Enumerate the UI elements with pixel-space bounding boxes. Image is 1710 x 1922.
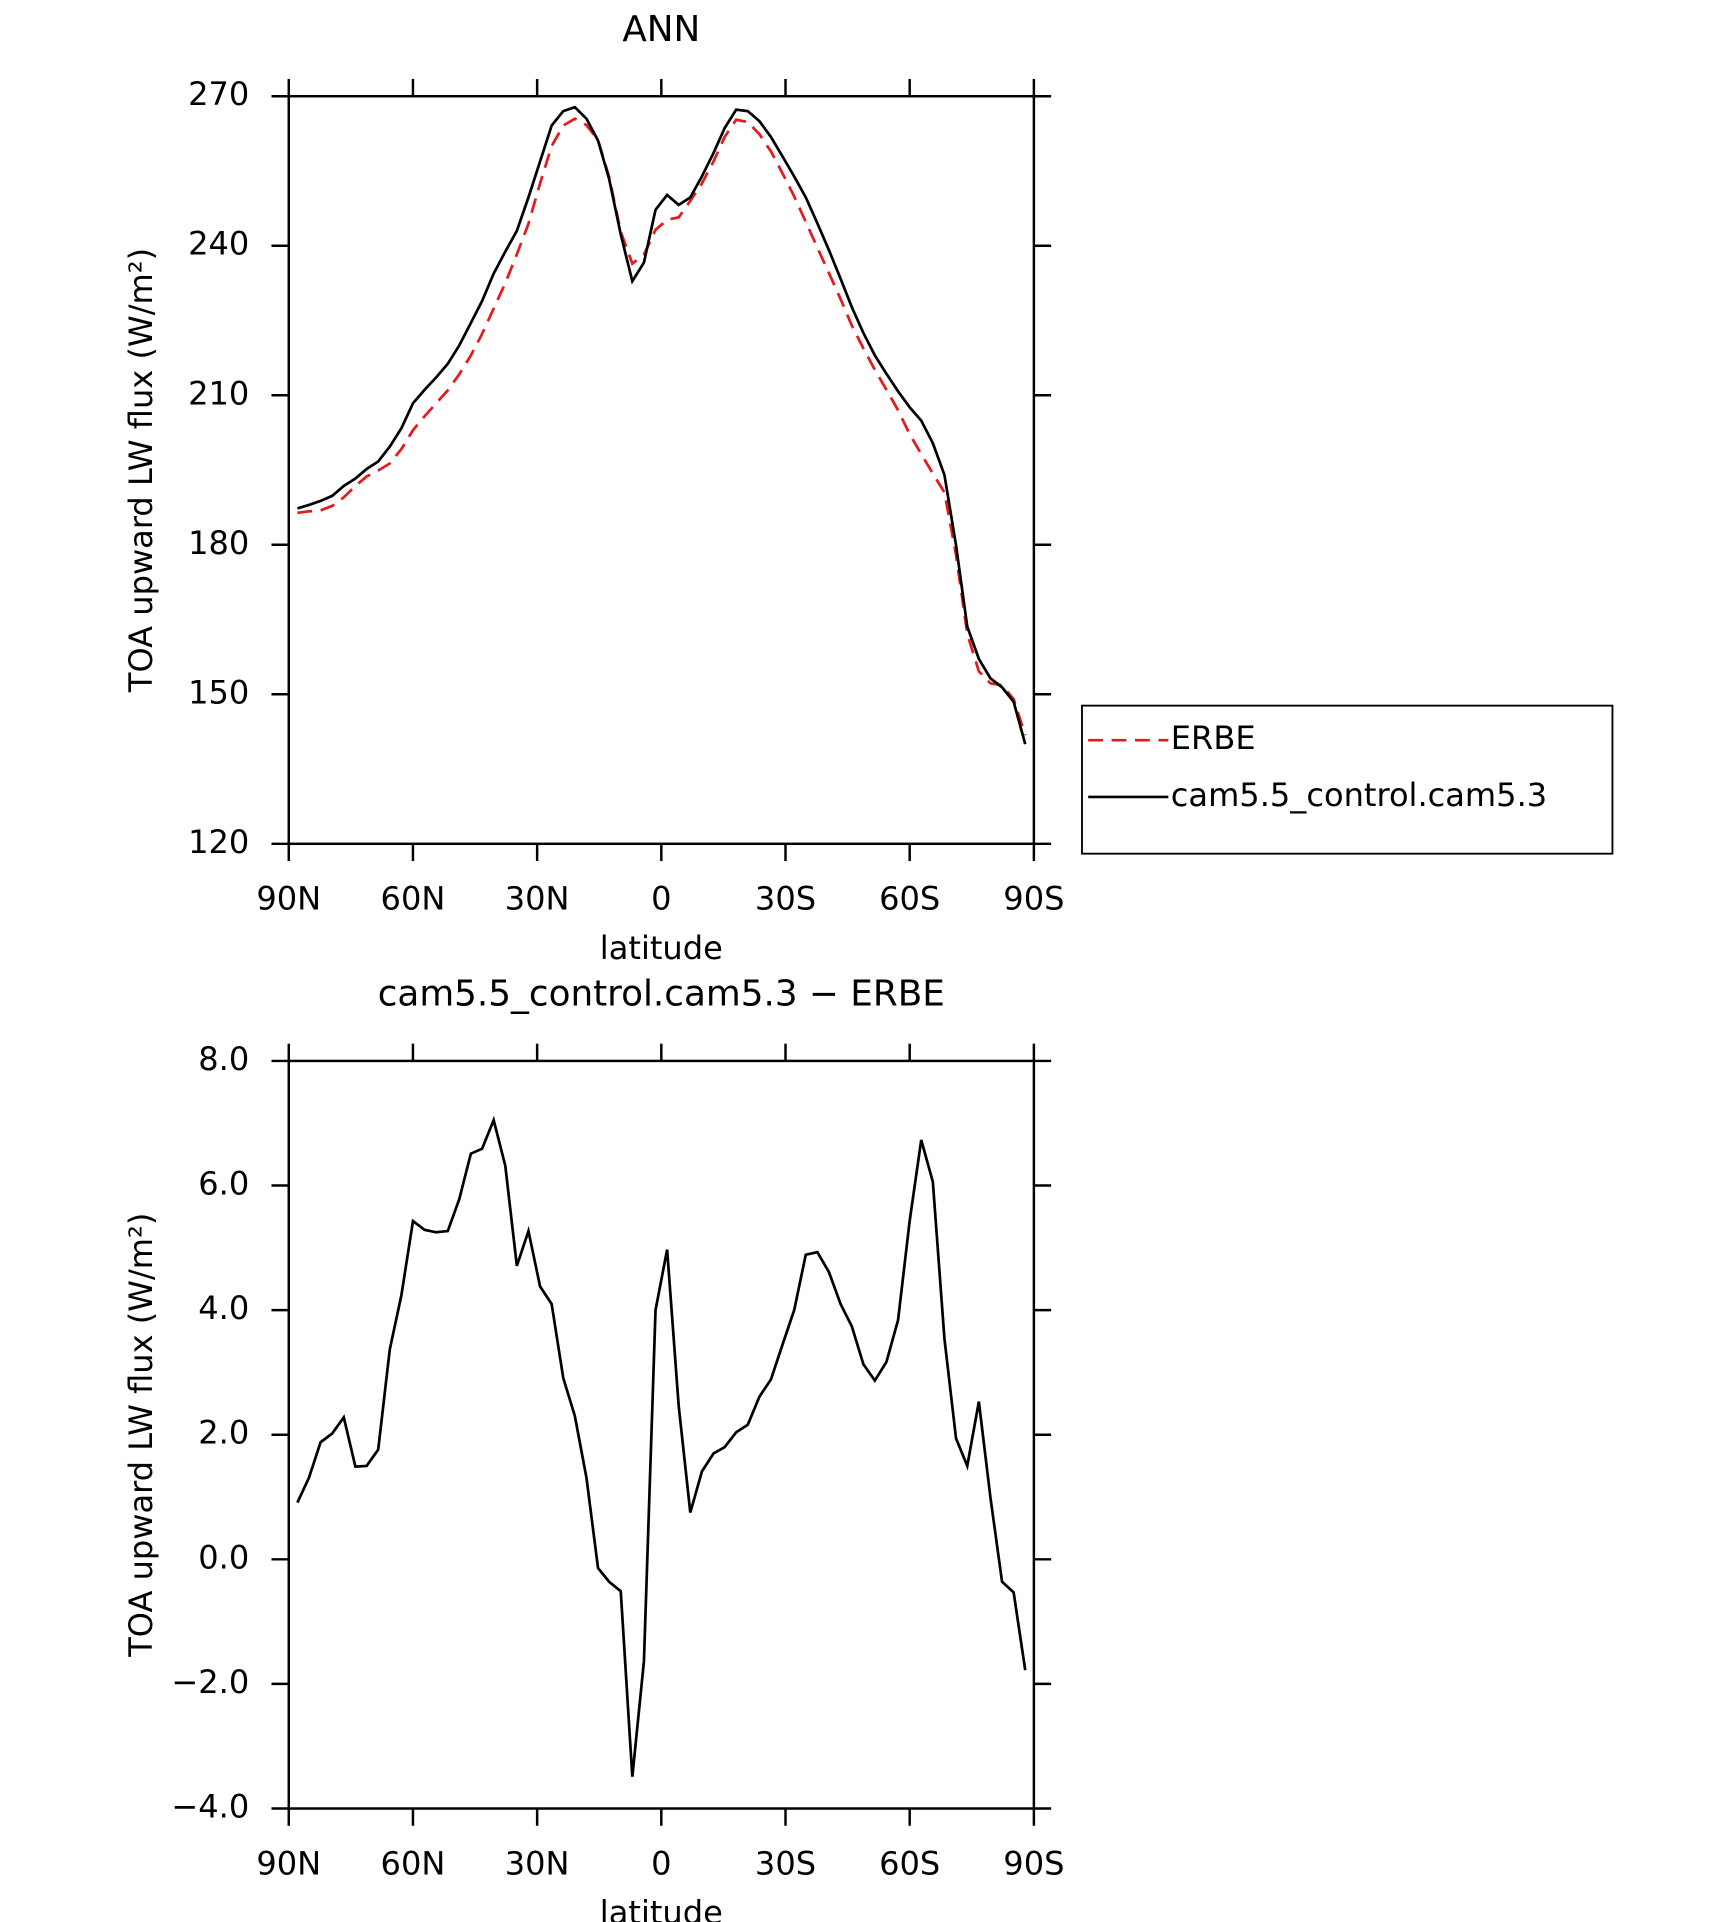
x-tick-label: 60N	[381, 1844, 446, 1882]
x-tick-label: 60S	[879, 1844, 940, 1882]
x-tick-label: 90S	[1003, 1844, 1064, 1882]
x-tick-label: 30S	[755, 880, 816, 918]
x-tick-label: 0	[651, 1844, 671, 1882]
y-tick-label: −4.0	[171, 1788, 249, 1826]
plot-frame	[287, 1059, 1036, 1810]
x-tick-label: 60S	[879, 880, 940, 918]
y-tick-label: 120	[188, 823, 249, 861]
x-tick-label: 0	[651, 880, 671, 918]
y-axis-label: TOA upward LW flux (W/m²)	[122, 1213, 160, 1658]
y-tick-label: 240	[188, 225, 249, 263]
y-tick-label: 2.0	[198, 1414, 249, 1452]
x-tick-label: 90S	[1003, 880, 1064, 918]
y-tick-label: 0.0	[198, 1538, 249, 1576]
data-line	[297, 105, 1027, 745]
x-tick-label: 90N	[256, 880, 321, 918]
y-axis-label: TOA upward LW flux (W/m²)	[122, 248, 160, 693]
x-tick-label: 90N	[256, 1844, 321, 1882]
y-tick-label: 180	[188, 524, 249, 562]
chart-title: cam5.5_control.cam5.3 − ERBE	[378, 974, 945, 1015]
legend-label: cam5.5_control.cam5.3	[1171, 776, 1547, 814]
x-axis-label: latitude	[600, 1894, 723, 1922]
x-tick-label: 30N	[505, 1844, 570, 1882]
y-tick-label: 270	[188, 75, 249, 113]
plot-frame	[287, 94, 1036, 846]
x-tick-label: 30N	[505, 880, 570, 918]
y-tick-label: 150	[188, 673, 249, 711]
x-tick-label: 30S	[755, 1844, 816, 1882]
data-line	[296, 1115, 1027, 1777]
x-tick-label: 60N	[381, 880, 446, 918]
y-tick-label: 6.0	[198, 1165, 249, 1203]
y-tick-label: 8.0	[198, 1040, 249, 1078]
y-tick-label: −2.0	[171, 1663, 249, 1701]
legend-label: ERBE	[1171, 719, 1256, 757]
chart-title: ANN	[622, 9, 700, 50]
legend-box	[1081, 704, 1614, 855]
y-tick-label: 210	[188, 374, 249, 412]
x-axis-label: latitude	[600, 929, 723, 967]
y-tick-label: 4.0	[198, 1289, 249, 1327]
data-line	[297, 117, 1027, 736]
